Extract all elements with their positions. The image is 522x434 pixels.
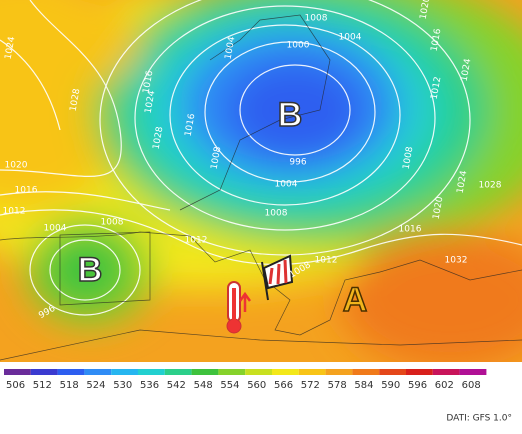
scale-label: 512 [33,380,52,391]
isobar-label: 1004 [275,180,298,190]
scale-swatch [57,369,85,375]
isobar-label: 1012 [3,207,26,217]
isobar-label: 1008 [402,146,416,171]
scale-label: 536 [140,380,159,391]
isobar-label: 1008 [210,146,224,171]
high-center: A [343,281,368,319]
scale-swatch [164,369,192,375]
scale-label: 590 [381,380,400,391]
scale-label: 578 [328,380,347,391]
scale-swatch [432,369,460,375]
isobar-label: 1008 [265,209,288,219]
scale-label: 602 [435,380,454,391]
coastlines [0,14,522,361]
isobar-label: 1016 [15,186,38,196]
scale-swatch [111,369,138,375]
scale-label: 506 [6,380,25,391]
scale-swatch [4,369,31,375]
scale-swatch [352,369,380,375]
scale-label: 572 [301,380,320,391]
isobar-label: 1024 [456,170,470,195]
isobar-label: 1016 [430,28,444,53]
scale-label: 596 [408,380,427,391]
scale-label: 566 [274,380,293,391]
scale-label: 560 [247,380,266,391]
isobar-label: 1008 [305,14,328,24]
low-center: B [78,251,103,289]
scale-label: 554 [220,380,239,391]
scale-swatch [245,369,272,375]
scale-swatch [191,369,219,375]
height-field [0,0,522,362]
scale-label: 518 [60,380,79,391]
scale-swatch [218,369,246,375]
isobar-label: 996 [289,158,306,168]
scale-swatch [325,369,353,375]
scale-swatch [379,369,406,375]
scale-label: 530 [113,380,132,391]
isobar-label: 1024 [460,58,474,83]
isobar-label: 1000 [287,41,310,51]
isobar-label: 1016 [184,113,198,138]
isobar-label: 1016 [142,70,156,95]
isobar-label: 1008 [101,218,124,228]
isobar-label: 1032 [445,256,468,266]
isobar-label: 1020 [432,196,446,221]
isobar-label: 1012 [430,76,444,100]
scale-label: 542 [167,380,186,391]
scale-swatch [30,369,58,375]
isobar-label: 1028 [152,126,166,151]
scale-label: 524 [86,380,105,391]
scale-swatch [406,369,433,375]
isobar-label: 1028 [69,88,83,113]
credit: DATI: GFS 1.0° [446,414,512,424]
scale-swatch [138,369,165,375]
low-center: B [278,96,303,134]
isobar-label: 1024 [4,36,18,61]
scale-label: 584 [354,380,373,391]
scale-label: 548 [194,380,213,391]
isobar-label: 1004 [44,224,67,234]
isobars [0,0,522,316]
isobar-label: 1004 [339,33,362,43]
isobar-label: 1020 [419,0,433,20]
isobar-label: 1020 [5,161,28,171]
scale-swatch [459,369,487,375]
isobar-label: 1016 [399,225,422,235]
scale-swatch [84,369,112,375]
isobar-label: 1004 [224,36,238,61]
isobar-label: 1012 [185,236,208,246]
scale-swatch [272,369,299,375]
scale-label: 608 [462,380,481,391]
scale-swatch [298,369,326,375]
isobar-label: 1012 [315,256,338,266]
isobar-label: 1024 [144,90,158,115]
isobar-label: 1028 [479,181,502,191]
marked-region [226,254,294,334]
